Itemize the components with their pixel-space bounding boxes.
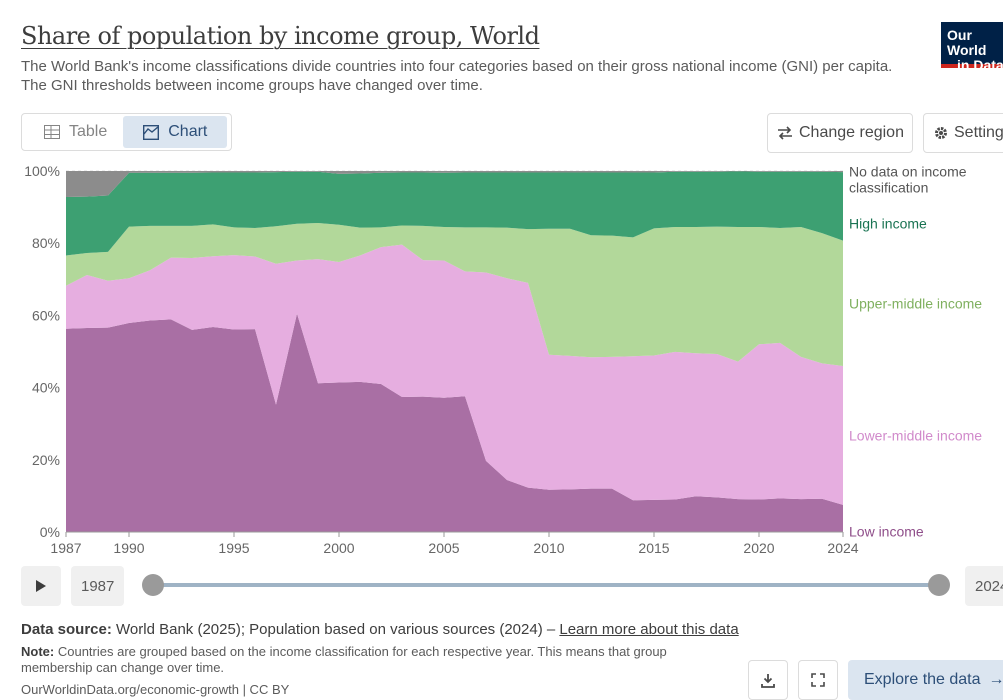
change-region-label: Change region [799,124,904,141]
arrow-right-icon: → [988,671,1003,688]
legend-nodata-line2: classification [849,180,928,196]
play-icon [36,580,46,592]
note-label: Note: [21,644,55,659]
area-upper-middle[interactable] [66,222,843,366]
area-lower-middle[interactable] [66,244,843,505]
download-button[interactable] [748,660,788,700]
play-button[interactable] [21,566,61,606]
y-tick-label: 20% [32,452,60,468]
fullscreen-button[interactable] [798,660,838,700]
tab-table-label: Table [69,123,108,140]
timeline-start-handle[interactable] [142,574,164,596]
tab-chart[interactable]: Chart [123,116,228,148]
logo-line1: Our World [947,27,987,58]
y-tick-label: 60% [32,307,60,323]
swap-icon [778,126,792,140]
change-region-button[interactable]: Change region [767,113,913,153]
timeline-track[interactable] [153,583,939,587]
timeline-end-handle[interactable] [928,574,950,596]
x-tick-label: 2024 [827,540,858,556]
explore-data-button[interactable]: Explore the data → [848,660,1003,700]
y-tick-label: 100% [24,163,60,179]
legend-nodata[interactable]: No data on income [849,164,967,180]
view-tabs: Table Chart [21,113,232,151]
x-tick-label: 2000 [323,540,354,556]
area-low[interactable] [66,313,843,532]
chart-icon [143,124,160,140]
legend-high[interactable]: High income [849,215,927,231]
settings-button[interactable]: Settings [923,113,1003,153]
table-icon [44,125,60,139]
area-high[interactable] [66,171,843,256]
chart-title[interactable]: Share of population by income group, Wor… [21,22,540,50]
x-tick-label: 1995 [218,540,249,556]
learn-more-link[interactable]: Learn more about this data [559,621,739,638]
timeline-end-year: 2024 [965,566,1003,606]
x-tick-label: 1987 [50,540,81,556]
settings-label: Settings [954,124,1003,141]
expand-icon [811,673,825,687]
x-tick-label: 2005 [428,540,459,556]
x-tick-label: 2010 [533,540,564,556]
explore-label: Explore the data [864,671,981,688]
legend-low[interactable]: Low income [849,523,924,539]
note-text: Countries are grouped based on the incom… [21,644,667,675]
source-label: Data source: [21,621,112,638]
legend-lower-middle[interactable]: Lower-middle income [849,427,982,443]
y-tick-label: 0% [40,524,60,540]
legend-upper-middle[interactable]: Upper-middle income [849,295,982,311]
owid-logo[interactable]: Our World in Data [941,22,1003,73]
data-source: Data source: World Bank (2025); Populati… [21,621,739,638]
timeline-start-year: 1987 [71,566,125,606]
source-text: World Bank (2025); Population based on v… [116,621,556,638]
x-tick-label: 2020 [743,540,774,556]
x-tick-label: 2015 [638,540,669,556]
stacked-area-chart[interactable]: 0% 20% 40% 60% 80% 100% 1987 1990 1995 2000 2005 2… [0,155,1003,560]
chart-subtitle: The World Bank's income classifications … [21,58,893,94]
tab-chart-label: Chart [168,123,208,140]
chart-note: Note: Countries are grouped based on the… [21,644,721,676]
tab-table[interactable]: Table [24,116,123,148]
x-tick-label: 1990 [113,540,144,556]
y-tick-label: 40% [32,380,60,396]
logo-line2: in Data [957,57,1003,73]
y-tick-label: 80% [32,235,60,251]
download-icon [761,673,775,688]
gear-icon [935,127,947,139]
credit-line[interactable]: OurWorldinData.org/economic-growth | CC … [21,682,290,697]
